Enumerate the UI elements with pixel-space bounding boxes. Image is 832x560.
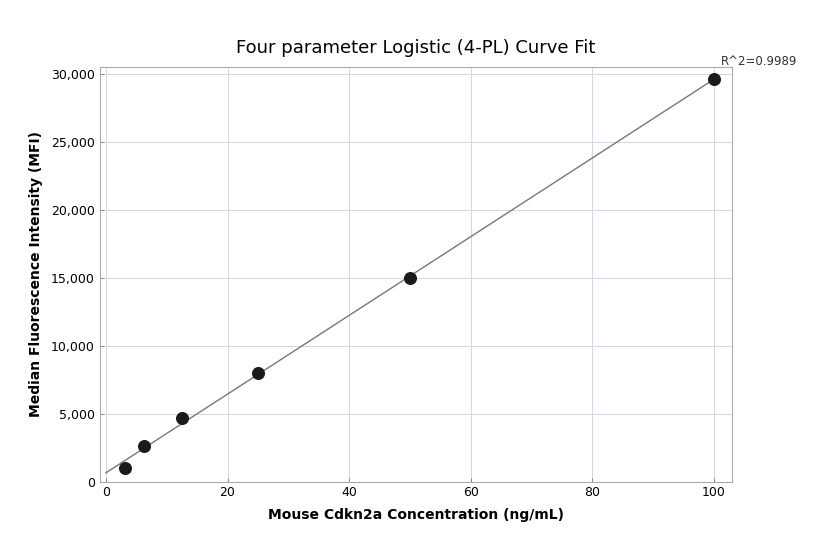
Point	[118, 464, 131, 473]
Point	[176, 413, 189, 422]
Y-axis label: Median Fluorescence Intensity (MFI): Median Fluorescence Intensity (MFI)	[29, 132, 42, 417]
Point	[251, 368, 265, 377]
X-axis label: Mouse Cdkn2a Concentration (ng/mL): Mouse Cdkn2a Concentration (ng/mL)	[268, 508, 564, 522]
Point	[707, 75, 721, 84]
Text: R^2=0.9989: R^2=0.9989	[721, 55, 797, 68]
Point	[404, 273, 417, 282]
Point	[137, 442, 151, 451]
Title: Four parameter Logistic (4-PL) Curve Fit: Four parameter Logistic (4-PL) Curve Fit	[236, 39, 596, 57]
